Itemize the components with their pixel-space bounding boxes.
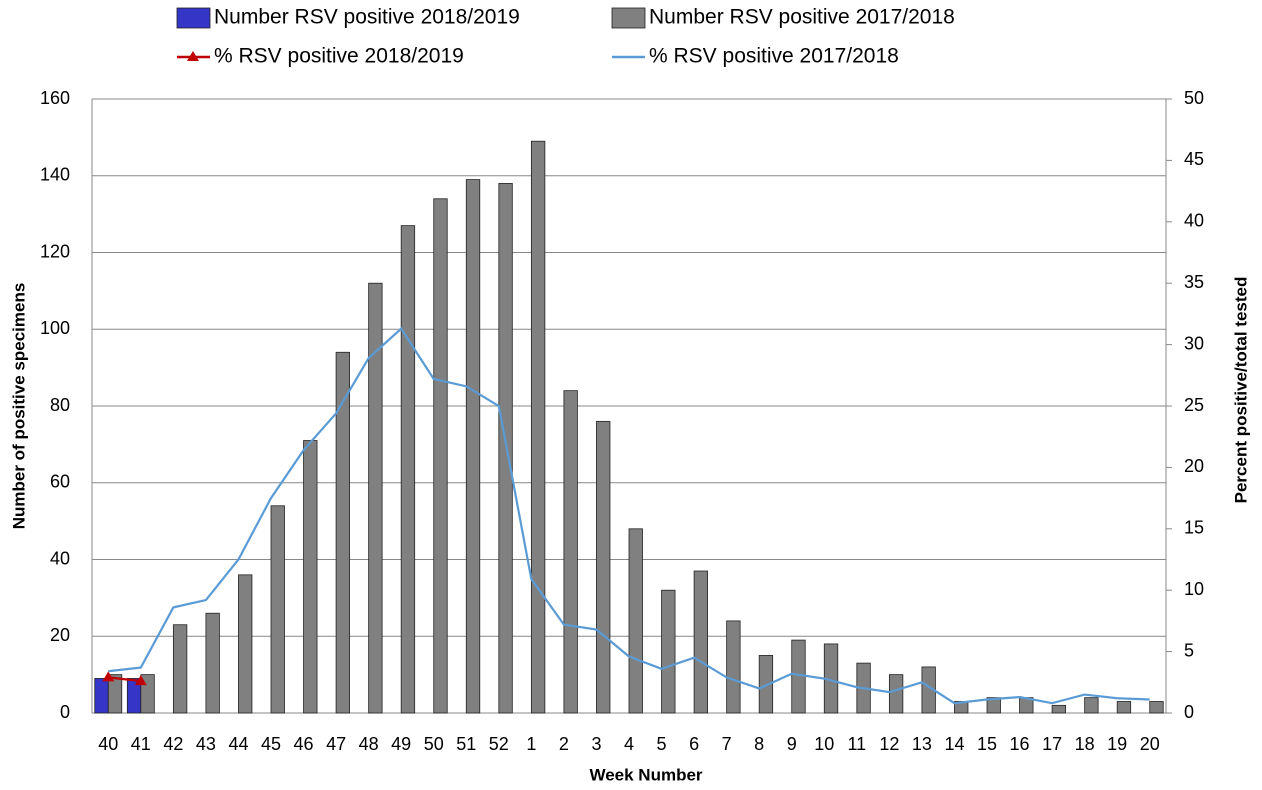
bar [94, 678, 109, 714]
legend-label: Number RSV positive 2017/2018 [649, 6, 955, 29]
bar [1051, 704, 1066, 714]
bar [888, 674, 904, 714]
x-tick-label: 6 [689, 734, 699, 754]
x-tick-label: 49 [391, 734, 411, 754]
x-tick-label: 3 [591, 734, 601, 754]
marker [102, 671, 115, 682]
x-tick-label: 12 [879, 734, 899, 754]
y-tick-label: 80 [50, 395, 70, 415]
x-tick-label: 46 [294, 734, 314, 754]
line [108, 326, 1150, 705]
x-tick-label: 40 [98, 734, 118, 754]
bar [107, 674, 123, 714]
x-tick-label: 50 [424, 734, 444, 754]
line [108, 676, 141, 683]
y2-tick-label: 35 [1184, 272, 1204, 292]
bar [172, 624, 188, 714]
bar [596, 420, 611, 714]
x-tick-label: 10 [814, 734, 834, 754]
y-tick-label: 20 [50, 625, 70, 645]
x-tick-label: 15 [977, 734, 997, 754]
bar [986, 697, 1001, 714]
x-axis-title: Week Number [589, 765, 702, 784]
y2-tick-label: 40 [1184, 211, 1204, 231]
bar [368, 282, 383, 714]
bar [1084, 697, 1099, 714]
x-tick-label: 48 [359, 734, 379, 754]
x-tick-label: 9 [787, 734, 797, 754]
y2-tick-label: 45 [1184, 149, 1204, 169]
legend-label: % RSV positive 2018/2019 [214, 45, 464, 68]
x-tick-label: 45 [261, 734, 281, 754]
bar [1149, 701, 1164, 714]
y-axis-title: Number of positive specimens [9, 283, 28, 530]
y2-tick-label: 15 [1184, 518, 1204, 538]
y2-tick-label: 50 [1184, 88, 1204, 108]
y2-tick-label: 5 [1184, 640, 1194, 660]
x-tick-label: 14 [944, 734, 964, 754]
y2-tick-label: 20 [1184, 456, 1204, 476]
x-tick-label: 11 [847, 734, 866, 754]
x-tick-label: 41 [131, 734, 151, 754]
bar [628, 528, 643, 714]
legend-swatch [176, 7, 211, 29]
x-tick-label: 16 [1010, 734, 1030, 754]
x-tick-label: 19 [1107, 734, 1127, 754]
bar [335, 351, 350, 714]
x-tick-label: 7 [722, 734, 732, 754]
bar [563, 390, 578, 714]
bar [1116, 701, 1132, 714]
bar [303, 440, 318, 714]
y2-tick-label: 30 [1184, 333, 1204, 353]
bar [693, 570, 708, 714]
x-tick-label: 18 [1075, 734, 1095, 754]
x-tick-label: 17 [1042, 734, 1062, 754]
x-tick-label: 1 [526, 734, 536, 754]
y-tick-label: 140 [40, 165, 70, 185]
x-tick-label: 51 [456, 734, 476, 754]
legend-label: % RSV positive 2017/2018 [649, 45, 899, 68]
y-tick-label: 100 [40, 318, 70, 338]
bar [726, 620, 741, 714]
y2-tick-label: 10 [1184, 579, 1204, 599]
x-tick-label: 13 [912, 734, 932, 754]
bar [433, 198, 448, 714]
bar [205, 612, 220, 714]
legend-marker [187, 51, 199, 61]
x-tick-label: 42 [163, 734, 183, 754]
x-tick-label: 43 [196, 734, 216, 754]
y2-tick-label: 0 [1184, 702, 1194, 722]
legend-swatch [611, 7, 646, 29]
y-tick-label: 160 [40, 88, 70, 108]
y-tick-label: 60 [50, 472, 70, 492]
x-tick-label: 4 [624, 734, 634, 754]
x-tick-label: 44 [228, 734, 248, 754]
bar [465, 179, 481, 714]
y-tick-label: 0 [60, 702, 70, 722]
y2-axis-title: Percent positive/total tested [1231, 277, 1250, 504]
bar [530, 140, 546, 714]
bar [270, 505, 285, 714]
bar [498, 183, 513, 714]
y2-tick-label: 25 [1184, 395, 1204, 415]
legend-label: Number RSV positive 2018/2019 [214, 6, 520, 29]
marker [134, 675, 147, 686]
bar [238, 574, 253, 714]
x-tick-label: 47 [326, 734, 346, 754]
y-tick-label: 120 [40, 241, 70, 261]
x-tick-label: 5 [657, 734, 667, 754]
y-tick-label: 40 [50, 548, 70, 568]
x-tick-label: 2 [559, 734, 569, 754]
x-tick-label: 8 [754, 734, 764, 754]
x-tick-label: 20 [1140, 734, 1160, 754]
bar [661, 589, 676, 714]
x-tick-label: 52 [489, 734, 509, 754]
bar [400, 225, 416, 714]
